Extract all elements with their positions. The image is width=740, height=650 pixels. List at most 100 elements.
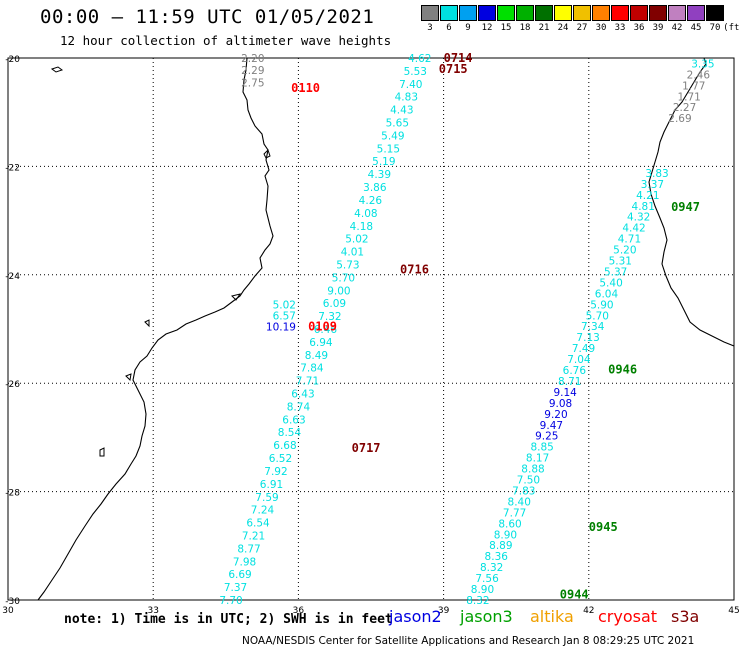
wave-height-value: 2.69 — [668, 113, 691, 125]
scale-swatch — [573, 5, 591, 21]
wave-height-value: 5.70 — [332, 272, 355, 284]
island-feature — [99, 447, 105, 457]
coastlines — [37, 57, 735, 601]
wave-height-value: 6.43 — [291, 389, 314, 401]
wave-height-value: 4.39 — [368, 169, 391, 181]
lon-tick-label: 39 — [438, 606, 450, 616]
wave-height-value: 2.20 — [241, 53, 264, 65]
scale-swatch — [421, 5, 439, 21]
wave-height-value: 8.88 — [521, 464, 544, 476]
map-grid: 30 33 36 39 42 45 -20 -22 -24 -26 -28 -30 — [2, 55, 739, 616]
wave-height-value: 2.27 — [673, 102, 696, 114]
wave-height-value: 5.20 — [613, 245, 636, 257]
wave-height-value: 7.71 — [296, 376, 319, 388]
wave-height-value: 7.34 — [581, 321, 605, 333]
scale-label: 45 — [690, 23, 702, 33]
wave-height-value: 7.84 — [300, 363, 324, 375]
scale-label: 9 — [465, 23, 471, 33]
map-subtitle: 12 hour collection of altimeter wave hei… — [60, 33, 392, 48]
wave-height-value: 9.20 — [544, 409, 567, 421]
track-time-label: 0947 — [671, 200, 700, 214]
wave-height-value: 7.56 — [475, 573, 499, 585]
wave-height-value: 4.81 — [632, 201, 655, 213]
legend-satellite-jason2: jason2 — [389, 607, 442, 626]
wave-height-value: 8.36 — [485, 551, 509, 563]
wave-height-value: 7.04 — [567, 354, 591, 366]
scale-swatch — [611, 5, 629, 21]
track-time-label: 0717 — [352, 441, 381, 455]
wave-height-value: 2.75 — [241, 77, 264, 89]
wave-height-value: 7.98 — [233, 556, 256, 568]
scale-swatch — [706, 5, 724, 21]
wave-height-value: 5.90 — [590, 299, 613, 311]
wave-height-value: 7.21 — [242, 530, 265, 542]
wave-height-value: 7.40 — [399, 79, 422, 91]
wave-height-value: 4.01 — [341, 247, 364, 259]
track-time-label: 0716 — [400, 262, 429, 276]
wave-height-value: 9.00 — [327, 285, 350, 297]
wave-height-value: 5.73 — [336, 259, 359, 271]
lon-tick-label: 33 — [147, 606, 158, 616]
wave-height-value: 4.83 — [395, 92, 418, 104]
scale-swatch — [554, 5, 572, 21]
wave-height-value: 7.24 — [251, 505, 275, 517]
wave-height-value: 7.59 — [255, 492, 278, 504]
scale-label: 3 — [427, 23, 433, 33]
wave-height-value: 7.13 — [576, 332, 599, 344]
wave-height-value: 8.17 — [526, 453, 549, 465]
scale-swatch — [687, 5, 705, 21]
track-time-label: 0110 — [291, 81, 320, 95]
wave-height-value: 6.54 — [246, 518, 270, 530]
wave-height-value: 6.94 — [309, 337, 333, 349]
scale-label: 36 — [633, 23, 645, 33]
africa-coastline — [37, 57, 274, 601]
wave-height-value: 8.89 — [489, 540, 512, 552]
scale-label: 12 — [481, 23, 493, 33]
lat-tick-label: -30 — [5, 597, 20, 607]
wave-height-value: 8.54 — [278, 427, 302, 439]
scale-swatch — [459, 5, 477, 21]
legend-satellite-jason3: jason3 — [460, 607, 513, 626]
wave-height-value: 5.02 — [273, 300, 296, 312]
wave-height-value: 8.32 — [466, 595, 489, 607]
wave-height-value: 6.63 — [282, 414, 305, 426]
scale-swatch — [516, 5, 534, 21]
lat-tick-label: -28 — [5, 489, 20, 499]
scale-swatch — [497, 5, 515, 21]
wave-height-value: 3.86 — [363, 182, 387, 194]
wave-height-value: 4.26 — [359, 195, 383, 207]
wave-height-value: 5.49 — [381, 130, 404, 142]
wave-height-value: 3.83 — [645, 168, 668, 180]
wave-height-value: 5.40 — [599, 277, 622, 289]
altimeter-tracks: 4.625.537.404.834.435.655.495.155.194.39… — [219, 53, 714, 607]
scale-swatch — [440, 5, 458, 21]
lat-tick-label: -22 — [5, 163, 20, 173]
scale-label: 21 — [538, 23, 550, 33]
wave-height-value: 4.62 — [408, 53, 431, 65]
wave-height-value: 8.40 — [508, 496, 531, 508]
scale-label: (ft) — [723, 23, 740, 33]
wave-height-value: 6.69 — [228, 569, 251, 581]
wave-height-value: 6.57 — [273, 310, 296, 322]
scale-swatch — [630, 5, 648, 21]
wave-height-value: 6.04 — [595, 288, 619, 300]
wave-height-value: 5.31 — [609, 256, 632, 268]
credit-line: NOAA/NESDIS Center for Satellite Applica… — [242, 635, 695, 647]
wave-height-value: 7.50 — [517, 475, 540, 487]
lat-tick-label: -26 — [5, 380, 20, 390]
wave-height-value: 6.46 — [314, 324, 338, 336]
wave-height-value: 7.32 — [318, 311, 341, 323]
map-title: 00:00 — 11:59 UTC 01/05/2021 — [40, 6, 375, 28]
wave-height-value: 5.37 — [604, 266, 627, 278]
scale-label: 42 — [671, 23, 683, 33]
wave-height-value: 7.83 — [512, 485, 535, 497]
wave-height-value: 5.19 — [372, 156, 395, 168]
wave-height-value: 6.76 — [563, 365, 587, 377]
wave-height-value: 4.32 — [627, 212, 650, 224]
track-time-label: 0714 — [444, 51, 473, 65]
island-feature — [125, 373, 132, 382]
wave-height-value: 8.90 — [471, 584, 494, 596]
wave-height-value: 9.14 — [553, 387, 577, 399]
wave-height-value: 4.42 — [622, 223, 645, 235]
wave-height-value: 3.35 — [691, 58, 714, 70]
